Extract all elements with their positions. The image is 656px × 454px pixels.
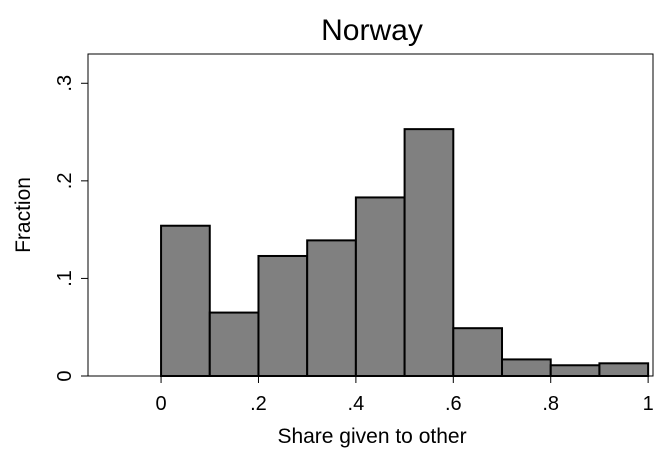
bar-5 (403, 128, 455, 377)
x-axis: 0 .2 .4 .6 .8 1 (155, 376, 654, 415)
y-tick-label-1: .1 (54, 270, 76, 287)
bar-8 (549, 364, 601, 377)
y-axis-label: Fraction (12, 177, 35, 253)
x-tick-label-1: .2 (250, 393, 267, 415)
bar-4 (354, 196, 406, 377)
chart-title: Norway (321, 14, 423, 47)
bar-6 (452, 327, 504, 377)
x-axis-label: Share given to other (277, 425, 466, 448)
y-tick-label-0: 0 (54, 370, 76, 381)
bar-1 (208, 311, 260, 377)
bar-9 (598, 362, 650, 378)
y-tick-label-3: .3 (54, 75, 76, 92)
x-tick-label-2: .4 (348, 393, 365, 415)
x-tick-label-5: 1 (643, 393, 654, 415)
x-tick-label-4: .8 (542, 393, 559, 415)
y-axis: 0 .1 .2 .3 (54, 75, 88, 382)
x-tick-label-3: .6 (445, 393, 462, 415)
y-tick-label-2: .2 (54, 173, 76, 190)
bars-group (160, 128, 650, 378)
bar-2 (257, 254, 309, 377)
x-tick-label-0: 0 (155, 393, 166, 415)
bar-7 (501, 358, 552, 377)
bar-0 (160, 224, 211, 377)
bar-3 (306, 239, 357, 377)
